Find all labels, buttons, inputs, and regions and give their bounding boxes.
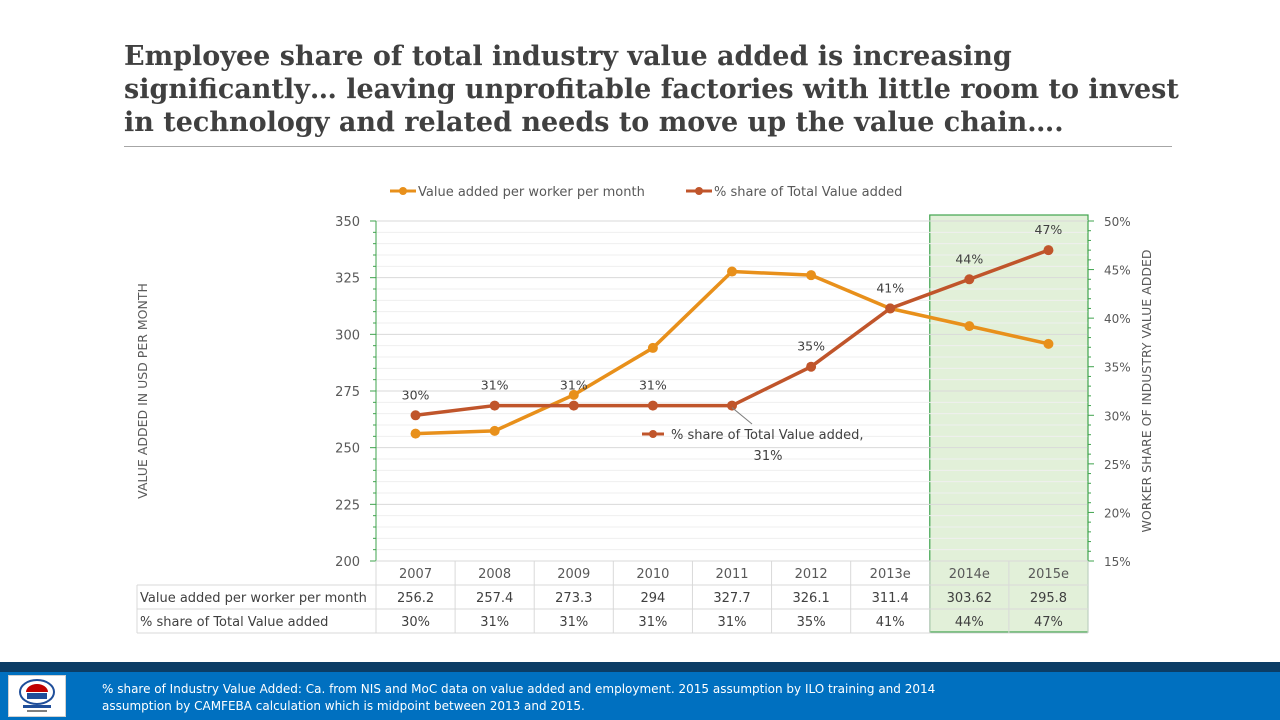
share-data-label: 44% (955, 251, 983, 266)
callout-leader-line (731, 407, 753, 425)
share-point (568, 400, 579, 411)
right-axis-tick-label: 50% (1104, 215, 1131, 229)
x-axis-category-label: 2014e (949, 567, 990, 582)
table-cell: 44% (955, 615, 984, 630)
table-cell: 256.2 (397, 591, 434, 606)
right-axis-title: WORKER SHARE OF INDUSTRY VALUE ADDED (1139, 250, 1154, 533)
value-added-point (1043, 338, 1054, 349)
share-point (647, 400, 658, 411)
x-axis-category-label: 2013e (870, 567, 911, 582)
value-added-point (727, 266, 737, 277)
right-axis-tick-label: 45% (1104, 264, 1131, 278)
table-cell: 31% (559, 615, 588, 630)
share-point (806, 361, 817, 372)
x-axis-category-label: 2012 (795, 567, 828, 582)
left-axis-tick-label: 225 (335, 498, 360, 513)
table-cell: 31% (638, 615, 667, 630)
source-footnote: % share of Industry Value Added: Ca. fro… (102, 682, 936, 713)
right-axis-tick-label: 30% (1104, 409, 1131, 423)
table-row-header: Value added per worker per month (140, 591, 367, 606)
x-axis-category-label: 2007 (399, 567, 432, 582)
slide-title: Employee share of total industry value a… (124, 41, 1179, 138)
table-cell: 31% (718, 615, 747, 630)
x-axis-category-label: 2010 (636, 567, 669, 582)
table-cell: 257.4 (476, 591, 513, 606)
table-cell: 294 (640, 591, 665, 606)
right-axis-tick-label: 25% (1104, 458, 1131, 472)
legend-label: Value added per worker per month (418, 185, 645, 200)
value-added-point (489, 425, 500, 436)
value-added-point (410, 428, 421, 439)
value-added-point (806, 270, 817, 281)
share-point (410, 410, 421, 421)
left-axis-title: VALUE ADDED IN USD PER MONTH (135, 283, 150, 499)
right-axis-tick-label: 20% (1104, 506, 1131, 520)
table-row-header: % share of Total Value added (140, 615, 328, 630)
callout-value: 31% (754, 449, 783, 464)
callout-legend-marker (649, 430, 657, 438)
value-added-point (568, 389, 579, 400)
value-added-point (647, 342, 658, 353)
table-cell: 303.62 (947, 591, 993, 606)
table-cell: 327.7 (713, 591, 750, 606)
share-point (727, 400, 737, 411)
legend-marker (399, 187, 407, 195)
share-data-label: 41% (876, 280, 904, 295)
table-cell: 311.4 (872, 591, 909, 606)
right-axis-tick-label: 40% (1104, 312, 1131, 326)
left-axis-tick-label: 300 (335, 328, 360, 343)
left-axis-tick-label: 350 (335, 215, 360, 230)
share-data-label: 47% (1035, 222, 1063, 237)
logo-emblem-icon (19, 679, 55, 712)
table-cell: 295.8 (1030, 591, 1067, 606)
left-axis-tick-label: 200 (335, 555, 360, 570)
share-point (1043, 245, 1054, 256)
table-cell: 273.3 (555, 591, 592, 606)
value-added-point (964, 321, 975, 332)
combo-line-chart: 200 225 250 275 300 325 350 15% 20% 25% 30% 35% 40% 4… (135, 185, 1154, 634)
x-axis-category-label: 2009 (557, 567, 590, 582)
footer-band (0, 672, 1280, 720)
share-point (885, 303, 896, 314)
footer-band-dark (0, 662, 1280, 672)
left-axis-tick-label: 325 (335, 272, 360, 287)
table-cell: 31% (480, 615, 509, 630)
right-axis-tick-label: 35% (1104, 361, 1131, 375)
legend-marker (695, 187, 703, 195)
left-axis-tick-label: 250 (335, 442, 360, 457)
table-cell: 30% (401, 615, 430, 630)
footer-bar: % share of Industry Value Added: Ca. fro… (0, 662, 1280, 720)
x-axis-category-label: 2015e (1028, 567, 1069, 582)
share-data-label: 31% (560, 378, 588, 393)
share-data-label: 31% (481, 378, 509, 393)
table-cell: 41% (876, 615, 905, 630)
table-cell: 326.1 (793, 591, 830, 606)
share-data-label: 30% (402, 387, 430, 402)
share-data-label: 31% (639, 378, 667, 393)
table-cell: 35% (797, 615, 826, 630)
share-data-label: 35% (797, 339, 825, 354)
share-point (489, 400, 500, 411)
callout-label: % share of Total Value added, (671, 428, 864, 443)
organization-logo (8, 675, 66, 717)
x-axis-category-label: 2008 (478, 567, 511, 582)
x-axis-category-label: 2011 (715, 567, 748, 582)
right-axis-tick-label: 15% (1104, 555, 1131, 569)
table-cell: 47% (1034, 615, 1063, 630)
share-point (964, 274, 975, 285)
title-divider (124, 146, 1172, 147)
left-axis-tick-label: 275 (335, 385, 360, 400)
legend-label: % share of Total Value added (714, 185, 902, 200)
